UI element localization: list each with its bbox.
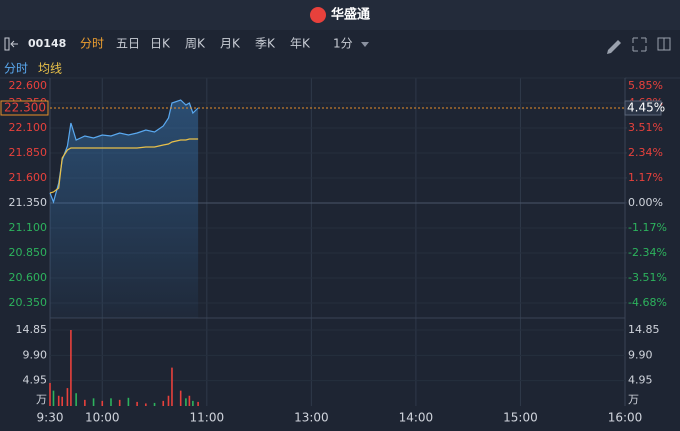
logo-text: 华盛通 <box>331 7 370 23</box>
vol-tick-label-right: 4.95 <box>628 374 653 387</box>
y2-tick-label: 0.00% <box>628 196 663 209</box>
tab[interactable]: 分时 <box>80 37 104 51</box>
back-arrow[interactable] <box>10 40 18 48</box>
vol-unit-right: 万 <box>628 393 639 406</box>
volume-bar <box>188 395 191 406</box>
volume-bar <box>162 400 165 406</box>
vol-unit: 万 <box>36 393 47 406</box>
y2-tick-label: 2.34% <box>628 146 663 159</box>
vol-tick-label-right: 9.90 <box>628 348 653 361</box>
logo-icon <box>310 7 326 23</box>
toolbar <box>0 30 680 58</box>
y2-tick-label: 3.51% <box>628 121 663 134</box>
vol-tick-label-right: 14.85 <box>628 323 660 336</box>
volume-bar <box>84 399 86 406</box>
y2-tick-label: -4.68% <box>628 296 667 309</box>
y2-tick-label: -3.51% <box>628 271 667 284</box>
vol-tick-label: 4.95 <box>23 374 48 387</box>
y-tick-label: 21.850 <box>9 146 48 159</box>
x-tick-label: 11:00 <box>190 411 225 425</box>
tab[interactable]: 月K <box>220 37 241 51</box>
legend-entry: 分时 <box>4 62 28 76</box>
volume-bar <box>197 401 199 406</box>
x-tick-label: 9:30 <box>37 411 64 425</box>
x-tick-label: 15:00 <box>503 411 538 425</box>
y2-tick-label: 1.17% <box>628 171 663 184</box>
tab[interactable]: 日K <box>150 37 171 51</box>
back-icon[interactable] <box>4 37 10 51</box>
y2-tick-label: 5.85% <box>628 79 663 92</box>
y-tick-label: 21.600 <box>9 171 48 184</box>
volume-bar <box>185 398 187 406</box>
y-tick-label: 21.350 <box>9 196 48 209</box>
y-tick-label: 20.350 <box>9 296 48 309</box>
stock-code: 00148 <box>28 37 66 50</box>
y-tick-label: 20.850 <box>9 246 48 259</box>
volume-bar <box>167 395 170 406</box>
y-tick-label: 22.100 <box>9 121 48 134</box>
volume-bar <box>179 390 182 406</box>
fullscreen-icon[interactable] <box>632 37 647 52</box>
tab[interactable]: 季K <box>255 37 276 51</box>
y2-tick-label: -1.17% <box>628 221 667 234</box>
y2-tick-label: -2.34% <box>628 246 667 259</box>
vol-tick-label: 9.90 <box>23 348 48 361</box>
interval[interactable]: 1分 <box>333 37 353 51</box>
volume-bar <box>101 400 104 406</box>
volume-bar <box>136 401 138 406</box>
volume-bar <box>75 393 77 406</box>
volume-bar <box>92 398 95 406</box>
x-tick-label: 14:00 <box>399 411 434 425</box>
volume-bar <box>153 402 156 406</box>
legend-entry: 均线 <box>38 62 62 76</box>
volume-bar <box>61 396 63 406</box>
volume-bar <box>57 395 60 406</box>
x-tick-label: 13:00 <box>294 411 329 425</box>
y-tick-label: 20.600 <box>9 271 48 284</box>
last-price-label: 22.300 <box>4 101 46 115</box>
volume-bar <box>110 398 112 406</box>
volume-bar <box>145 403 147 406</box>
last-price-box <box>0 100 49 116</box>
dropdown-arrow[interactable] <box>361 42 369 47</box>
vol-tick-label: 14.85 <box>16 323 48 336</box>
tab[interactable]: 年K <box>290 37 311 51</box>
volume-bar <box>52 390 55 406</box>
series-line <box>49 138 199 194</box>
volume-bar <box>171 367 173 406</box>
draw-icon[interactable] <box>607 40 621 54</box>
x-tick-label: 16:00 <box>608 411 643 425</box>
series-line <box>49 99 199 204</box>
x-tick-label: 10:00 <box>85 411 120 425</box>
volume-bar <box>192 400 194 406</box>
volume-bar <box>66 388 69 406</box>
last-change-box <box>624 100 662 116</box>
top-bar <box>0 0 680 30</box>
last-change-label: 4.45% <box>627 101 665 115</box>
tab[interactable]: 周K <box>185 37 206 51</box>
volume-bar <box>118 399 121 406</box>
volume-bar <box>127 397 130 406</box>
volume-bar <box>70 330 72 406</box>
volume-bar <box>49 382 51 406</box>
tab[interactable]: 五日 <box>116 37 140 51</box>
y-tick-label: 22.600 <box>9 79 48 92</box>
price-area <box>50 100 199 318</box>
y-tick-label: 21.100 <box>9 221 48 234</box>
